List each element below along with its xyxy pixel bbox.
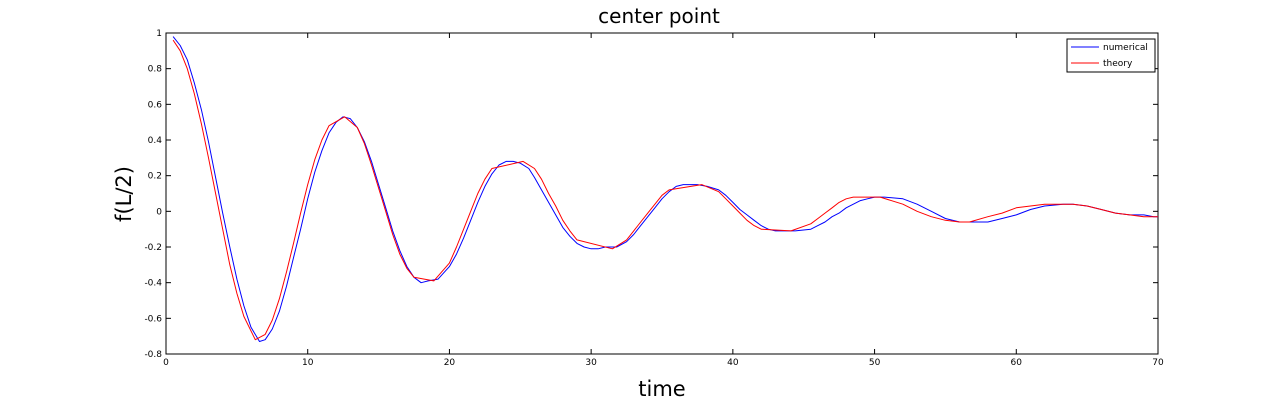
y-tick-label: -0.8 [144,350,162,360]
y-tick-label: 0.4 [148,136,163,146]
legend-label-theory: theory [1103,59,1133,69]
x-tick-labels: 0 10 20 30 40 50 60 70 [163,358,1164,368]
y-tick-label: 0 [156,207,162,217]
x-tick-label: 10 [302,358,314,368]
y-tick-label: 0.2 [148,172,162,182]
x-axis-label: time [638,377,685,401]
legend-box [1066,38,1156,73]
y-axis-label: f(L/2) [112,166,136,222]
plot-area [165,32,1159,355]
legend-label-numerical: numerical [1103,43,1148,53]
x-tick-label: 40 [727,358,739,368]
x-tick-label: 60 [1011,358,1023,368]
x-tick-label: 30 [585,358,597,368]
x-tick-label: 70 [1152,358,1164,368]
axis-ticks [165,32,1159,355]
series-lines [172,36,1158,342]
y-tick-label: 0.8 [148,65,163,75]
x-tick-label: 50 [869,358,881,368]
series-line-theory [172,39,1158,341]
y-tick-label: 1 [156,29,162,39]
y-tick-label: -0.2 [144,243,162,253]
y-tick-label: -0.6 [144,314,162,324]
chart-title: center point [598,4,720,28]
y-tick-label: 0.6 [148,100,163,110]
legend: numerical theory [1066,38,1156,73]
x-tick-label: 20 [444,358,456,368]
series-line-numerical [172,36,1158,342]
y-tick-label: -0.4 [144,279,162,289]
y-tick-labels: -0.8 -0.6 -0.4 -0.2 0 0.2 0.4 0.6 0.8 1 [144,29,162,360]
x-tick-label: 0 [163,358,169,368]
